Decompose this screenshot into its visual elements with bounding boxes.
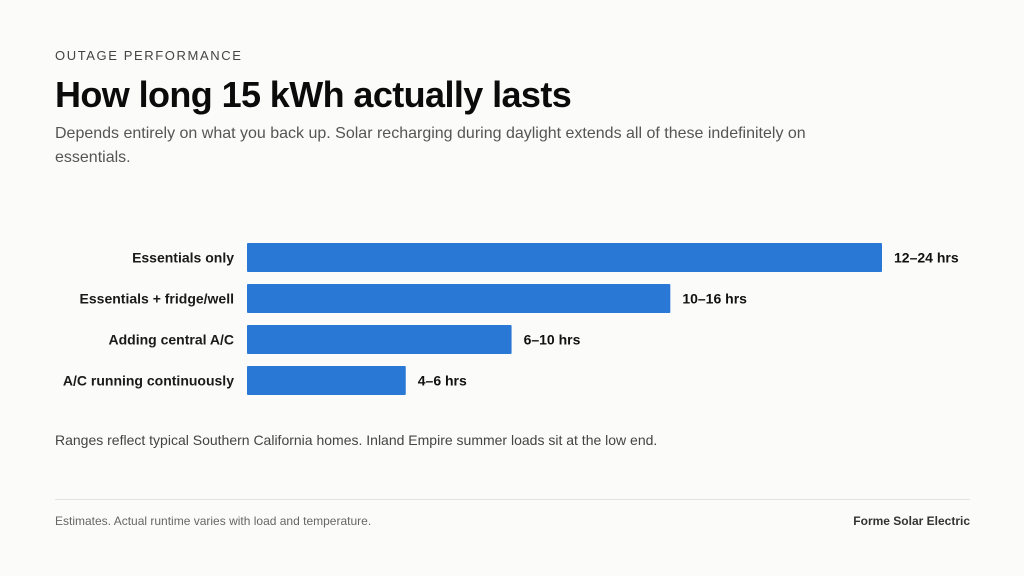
page-title: How long 15 kWh actually lasts [55, 74, 572, 115]
category-label: A/C running continuously [63, 373, 234, 389]
bar [247, 366, 406, 395]
bar [247, 243, 882, 272]
eyebrow-label: OUTAGE PERFORMANCE [55, 48, 243, 63]
footer-divider [55, 499, 970, 500]
runtime-bar-chart: Essentials only 12–24 hrs Essentials + fri… [55, 236, 970, 406]
value-label: 4–6 hrs [418, 373, 467, 389]
footer-brand: Forme Solar Electric [853, 514, 970, 528]
page-subtitle: Depends entirely on what you back up. So… [55, 125, 806, 166]
category-label: Adding central A/C [109, 332, 235, 348]
footer-disclaimer: Estimates. Actual runtime varies with lo… [55, 514, 372, 528]
value-label: 10–16 hrs [682, 291, 747, 307]
slide: OUTAGE PERFORMANCE How long 15 kWh actua… [55, 0, 970, 576]
category-label: Essentials + fridge/well [80, 291, 234, 307]
chart-svg: Essentials only 12–24 hrs Essentials + fri… [63, 243, 959, 395]
chart-note: Ranges reflect typical Southern Californ… [55, 432, 658, 448]
bar [247, 284, 671, 313]
value-label: 12–24 hrs [894, 250, 959, 266]
value-label: 6–10 hrs [524, 332, 581, 348]
category-label: Essentials only [132, 250, 234, 266]
bar [247, 325, 512, 354]
